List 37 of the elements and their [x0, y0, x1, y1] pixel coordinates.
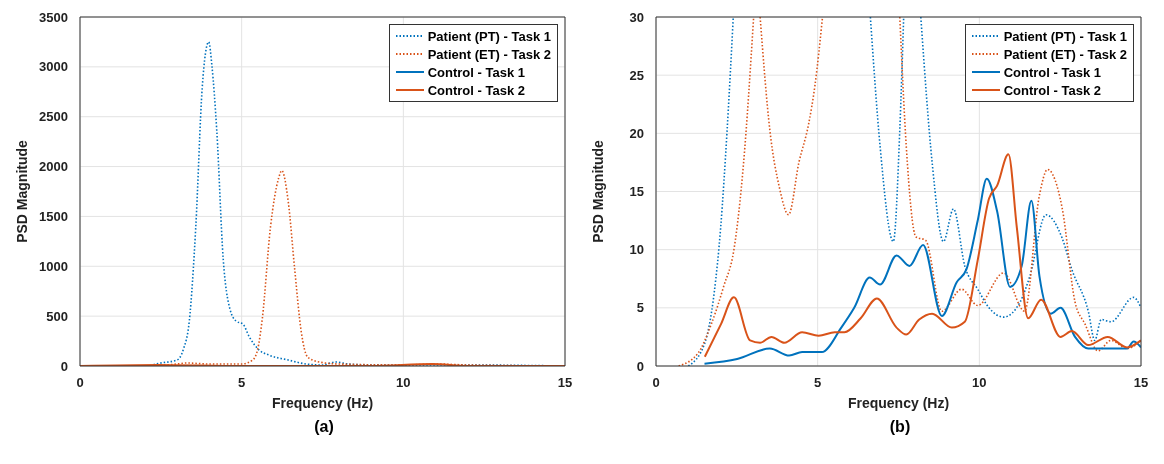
legend-label: Control - Task 2	[1003, 82, 1101, 98]
legend-label: Patient (PT) - Task 1	[1003, 28, 1127, 44]
y-tick-label: 2500	[39, 109, 68, 125]
text: (a)	[313, 418, 335, 436]
y-tick-label: 3000	[39, 59, 68, 75]
legend-label: Control - Task 2	[427, 82, 525, 98]
x-tick-label: 0	[76, 375, 84, 391]
x-tick-label: 0	[652, 375, 660, 391]
y-tick-label: 0	[60, 358, 68, 374]
y-tick-label: 1000	[39, 258, 68, 274]
text: (b)	[888, 418, 912, 436]
x-tick-label: 5	[238, 375, 246, 391]
legend-label: Patient (PT) - Task 1	[427, 28, 551, 44]
y-tick-label: 0	[636, 358, 644, 374]
y-axis-title: PSD Magnitude	[13, 139, 30, 243]
x-tick-label: 10	[396, 375, 411, 391]
y-tick-label: 20	[629, 125, 644, 141]
y-tick-label: 500	[46, 308, 68, 324]
legend-label: Control - Task 1	[1003, 64, 1101, 80]
y-tick-label: 25	[629, 67, 644, 83]
x-tick-label: 15	[557, 375, 573, 391]
y-axis-title: PSD Magnitude	[589, 139, 606, 243]
legend-label: Patient (ET) - Task 2	[427, 46, 551, 62]
y-tick-label: 30	[629, 9, 644, 25]
legend-label: Patient (ET) - Task 2	[1003, 46, 1127, 62]
x-tick-label: 15	[1133, 375, 1149, 391]
x-axis-title: Frequency (Hz)	[271, 395, 374, 411]
x-tick-label: 10	[972, 375, 987, 391]
y-tick-label: 10	[629, 242, 644, 258]
x-tick-label: 5	[814, 375, 822, 391]
x-axis-title: Frequency (Hz)	[847, 395, 950, 411]
y-tick-label: 15	[629, 184, 644, 200]
y-tick-label: 2000	[39, 159, 68, 175]
legend-label: Control - Task 1	[427, 64, 525, 80]
y-tick-label: 5	[636, 300, 644, 316]
y-tick-label: 1500	[39, 209, 68, 225]
y-tick-label: 3500	[39, 9, 68, 25]
